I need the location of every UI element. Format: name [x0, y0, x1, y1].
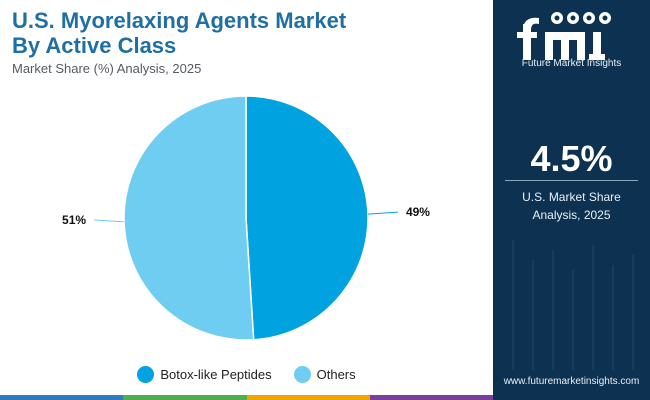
legend-label-others: Others [316, 367, 356, 382]
legend-swatch-others [293, 366, 311, 383]
stat-label-line2: Analysis, 2025 [532, 208, 611, 222]
pie-chart: 49% 51% [62, 95, 430, 341]
chart-title: U.S. Myorelaxing Agents Market By Active… [12, 8, 346, 58]
accent-bar-segment [0, 395, 124, 400]
data-label-others: 51% [62, 213, 86, 227]
legend-label-botox-like-peptides: Botox-like Peptides [160, 367, 272, 382]
leader-line-others [94, 219, 125, 223]
fmi-logo [517, 12, 611, 60]
pie-slice-others [123, 95, 255, 341]
legend-item-botox-like-peptides: Botox-like Peptides [137, 366, 272, 383]
pie-slice-botox-like-peptides [245, 95, 369, 341]
accent-bar-segment [123, 395, 247, 400]
chart-title-line1: U.S. Myorelaxing Agents Market [12, 8, 347, 33]
chart-panel: U.S. Myorelaxing Agents Market By Active… [0, 8, 493, 400]
brand-name: Future Market Insights [521, 58, 622, 69]
decorative-lines [512, 240, 634, 370]
stat-value: 4.5% [530, 138, 613, 179]
chart-title-line2: By Active Class [12, 33, 177, 58]
accent-bar-segment [369, 395, 493, 400]
leader-line-botox-like-peptides [367, 211, 398, 215]
legend-swatch-botox-like-peptides [137, 366, 155, 383]
legend-item-others: Others [293, 366, 356, 383]
color-accent-bar [0, 395, 493, 400]
chart-legend: Botox-like Peptides Others [0, 366, 493, 383]
stat-label-line1: U.S. Market Share [522, 190, 621, 204]
stat-divider [505, 180, 638, 181]
stat-label: U.S. Market Share Analysis, 2025 [493, 188, 650, 224]
sidebar-panel: Future Market Insights 4.5% U.S. Market … [493, 0, 650, 400]
data-label-botox-like-peptides: 49% [406, 205, 430, 219]
website-link[interactable]: www.futuremarketinsights.com [503, 376, 640, 387]
accent-bar-segment [246, 395, 370, 400]
chart-subtitle: Market Share (%) Analysis, 2025 [12, 61, 202, 76]
